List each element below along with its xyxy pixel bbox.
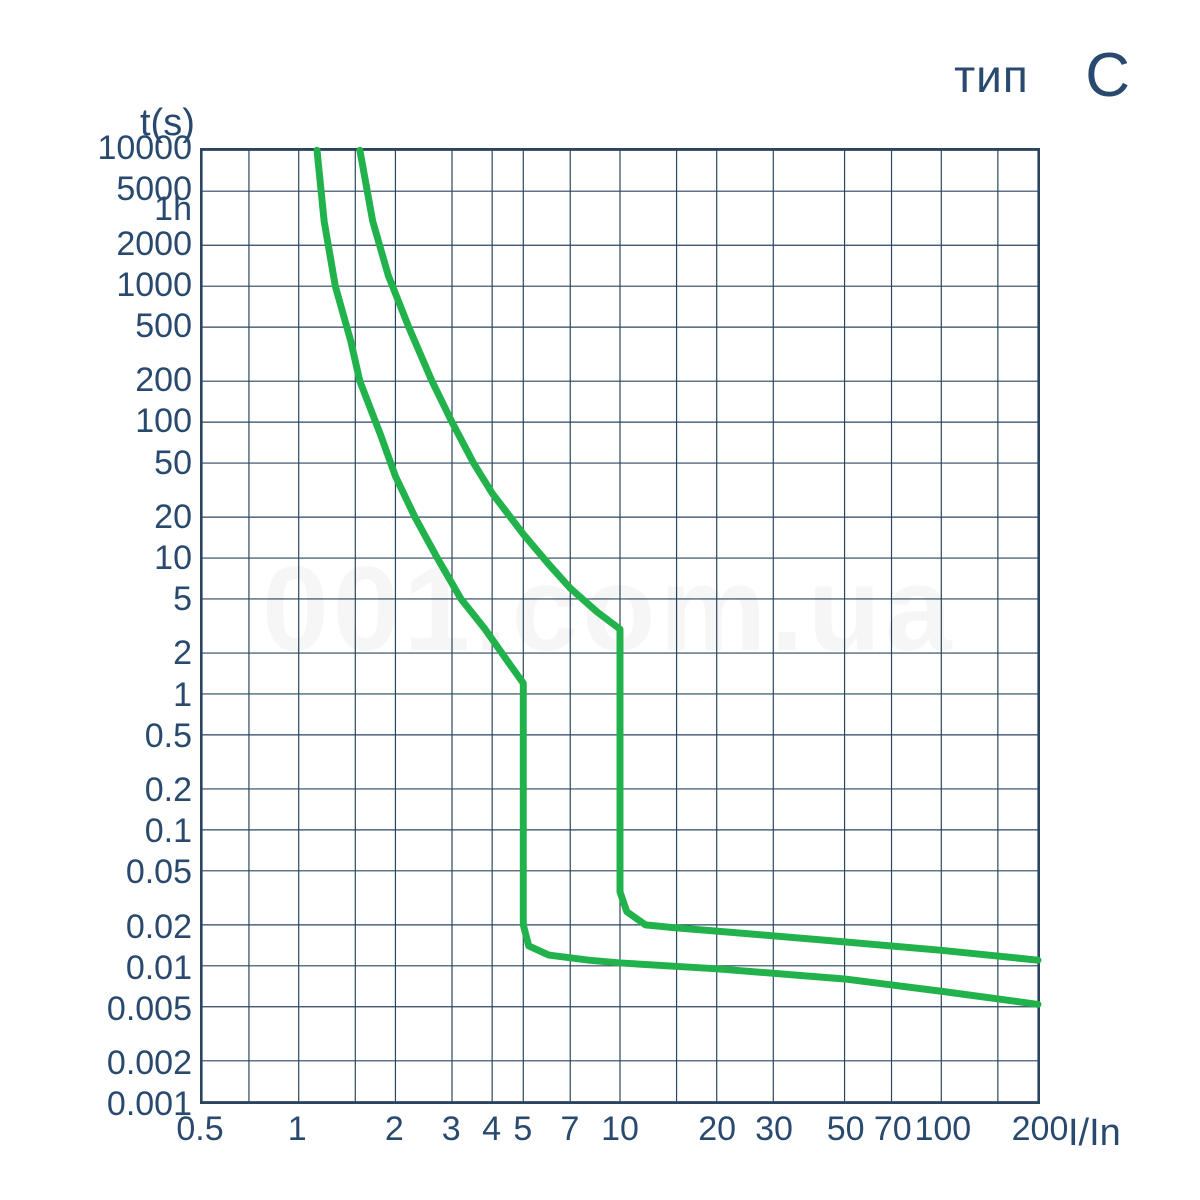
y-tick: 10000 bbox=[97, 129, 192, 168]
x-tick: 3 bbox=[442, 1110, 461, 1149]
title-letter: C bbox=[1085, 41, 1130, 110]
x-tick: 4 bbox=[482, 1110, 501, 1149]
title-word: тип bbox=[954, 50, 1029, 102]
x-tick: 5 bbox=[513, 1110, 532, 1149]
y-tick: 0.5 bbox=[145, 717, 192, 756]
trip-curve-plot: 001.com.ua bbox=[200, 148, 1040, 1104]
x-tick: 50 bbox=[827, 1110, 865, 1149]
x-tick: 200 bbox=[1012, 1110, 1069, 1149]
y-tick: 0.005 bbox=[107, 990, 192, 1029]
y-tick: 100 bbox=[135, 402, 192, 441]
y-tick: 500 bbox=[135, 307, 192, 346]
y-tick: 20 bbox=[154, 498, 192, 537]
x-tick: 10 bbox=[601, 1110, 639, 1149]
y-tick: 10 bbox=[154, 539, 192, 578]
page-root: тип C t(s) 001.com.ua I/In 1000050001h20… bbox=[0, 0, 1200, 1200]
x-tick: 70 bbox=[874, 1110, 912, 1149]
x-tick: 100 bbox=[914, 1110, 971, 1149]
y-tick: 2 bbox=[173, 634, 192, 673]
y-tick: 1 bbox=[173, 676, 192, 715]
y-tick: 200 bbox=[135, 361, 192, 400]
y-tick: 2000 bbox=[116, 225, 192, 264]
curve-layer bbox=[202, 150, 1038, 1102]
x-tick: 0.5 bbox=[176, 1110, 223, 1149]
x-axis-label: I/In bbox=[1068, 1112, 1121, 1155]
y-tick: 1000 bbox=[116, 266, 192, 305]
y-tick: 5 bbox=[173, 580, 192, 619]
y-tick: 50 bbox=[154, 444, 192, 483]
y-tick: 0.02 bbox=[126, 908, 192, 947]
y-tick: 0.05 bbox=[126, 853, 192, 892]
y-tick: 0.1 bbox=[145, 812, 192, 851]
y-tick: 0.2 bbox=[145, 771, 192, 810]
y-tick: 0.002 bbox=[107, 1044, 192, 1083]
x-tick: 1 bbox=[288, 1110, 307, 1149]
y-tick: 1h bbox=[154, 190, 192, 229]
chart-title: тип C bbox=[954, 40, 1130, 111]
x-tick: 7 bbox=[561, 1110, 580, 1149]
y-tick: 0.01 bbox=[126, 949, 192, 988]
x-tick: 2 bbox=[385, 1110, 404, 1149]
x-tick: 30 bbox=[755, 1110, 793, 1149]
x-tick: 20 bbox=[698, 1110, 736, 1149]
